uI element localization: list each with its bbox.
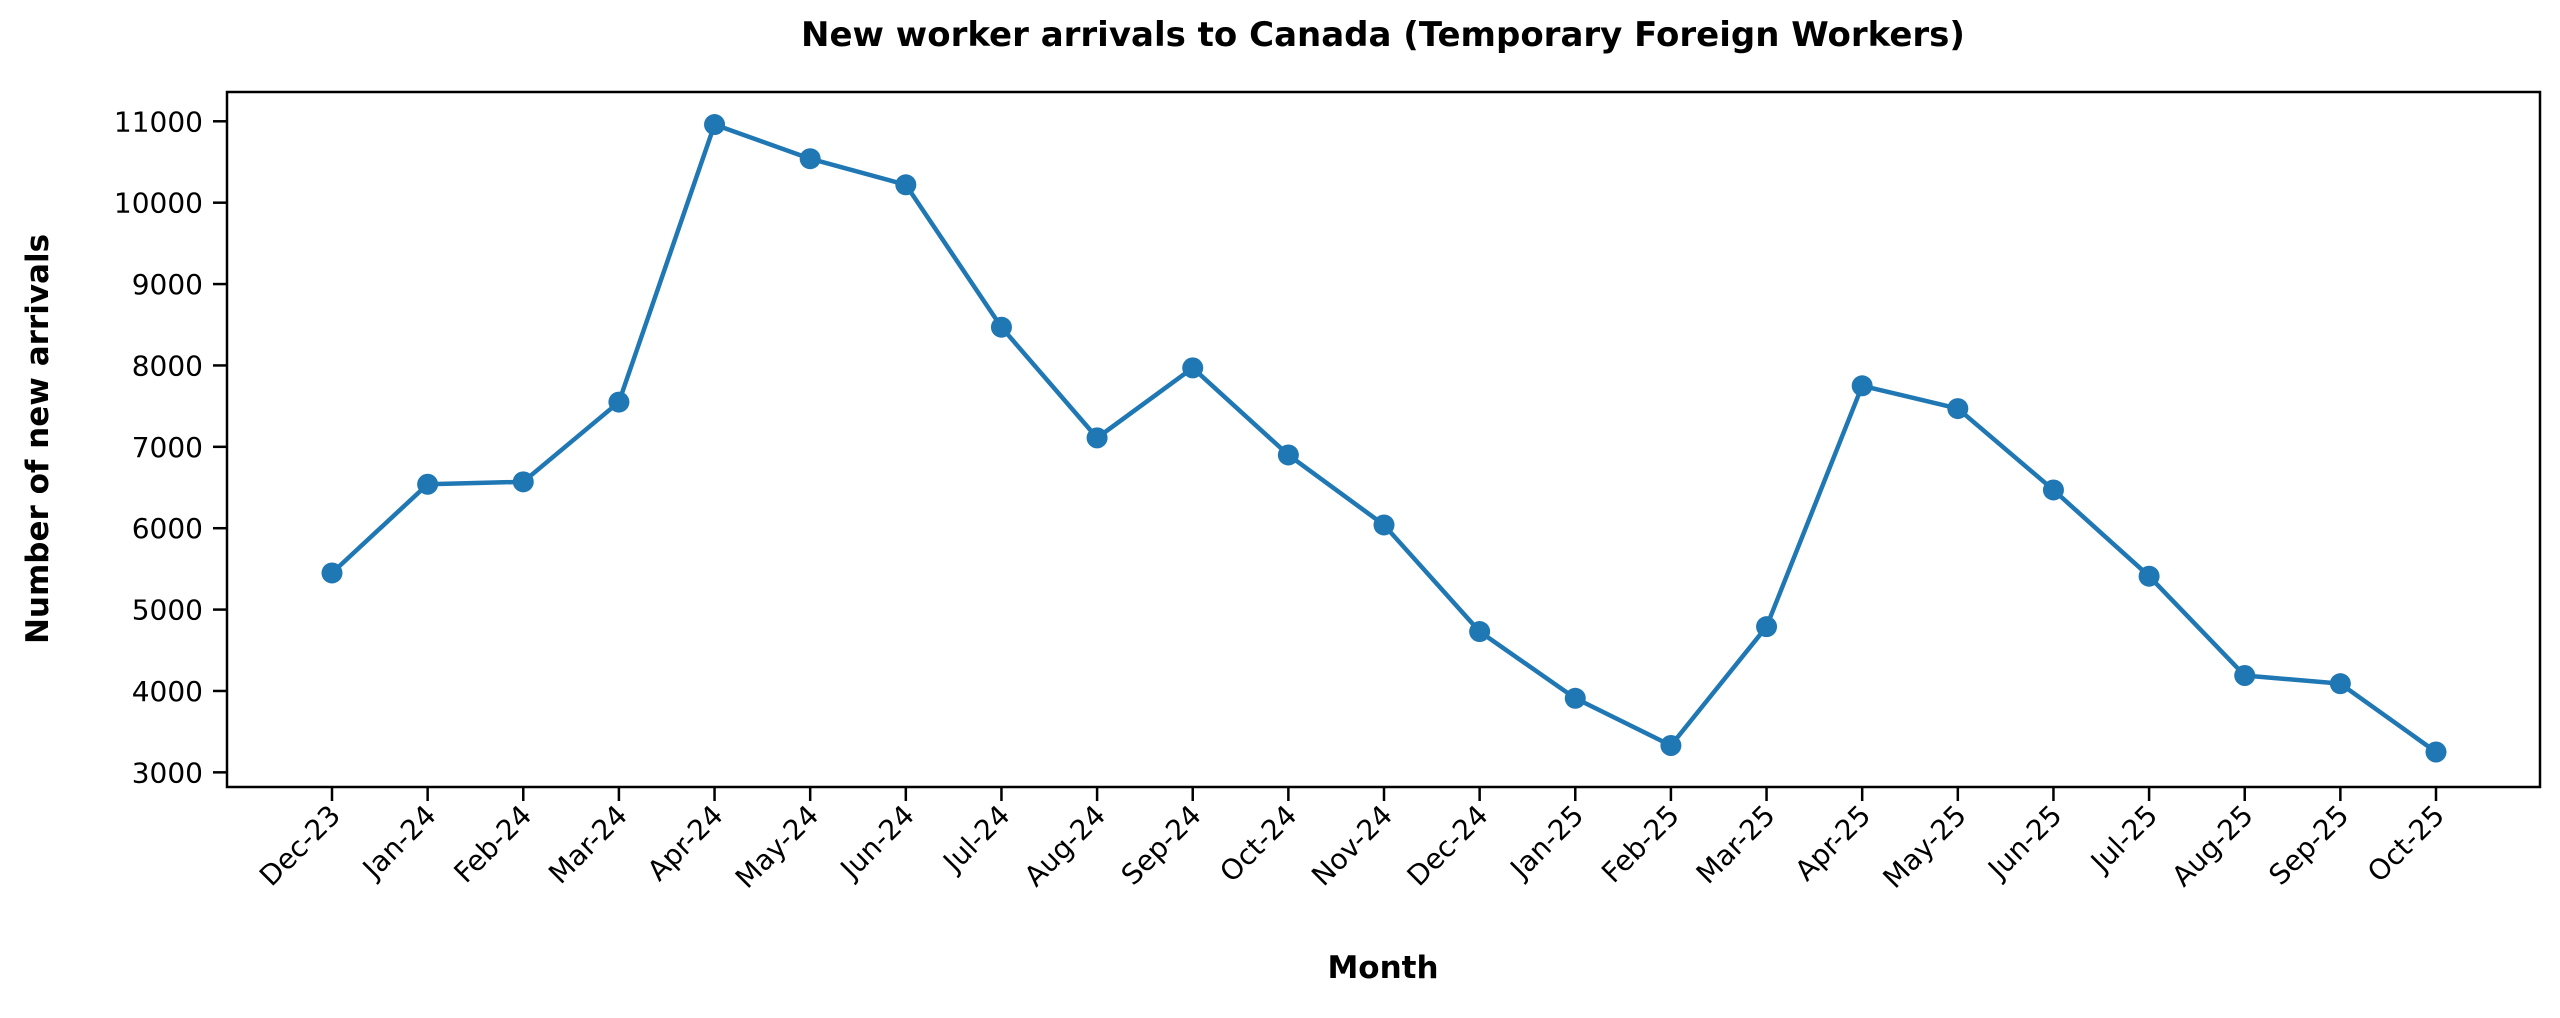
data-point bbox=[799, 148, 821, 170]
y-tick-label: 9000 bbox=[132, 268, 203, 301]
data-point bbox=[512, 471, 534, 493]
y-tick-label: 8000 bbox=[132, 349, 203, 382]
y-axis-labels: 3000 4000 5000 6000 7000 8000 9000 10000 11000 bbox=[114, 105, 203, 789]
data-point bbox=[2042, 479, 2064, 501]
data-series bbox=[321, 114, 2447, 763]
plot-area-border bbox=[225, 90, 2542, 789]
data-point bbox=[1851, 375, 1873, 397]
data-point bbox=[1373, 514, 1395, 536]
data-point bbox=[2138, 565, 2160, 587]
data-point bbox=[990, 316, 1012, 338]
data-point bbox=[2234, 665, 2256, 687]
data-point bbox=[608, 391, 630, 413]
y-tick-label: 3000 bbox=[132, 756, 203, 789]
data-point bbox=[417, 473, 439, 495]
data-point bbox=[1277, 444, 1299, 466]
x-axis-ticks bbox=[330, 787, 2438, 801]
data-point bbox=[2329, 673, 2351, 695]
data-point bbox=[1564, 687, 1586, 709]
y-axis-ticks bbox=[213, 120, 227, 774]
data-point bbox=[1660, 734, 1682, 756]
y-axis-title: Number of new arrivals bbox=[20, 234, 56, 644]
data-point bbox=[895, 174, 917, 196]
y-tick-label: 6000 bbox=[132, 512, 203, 545]
y-tick-label: 11000 bbox=[114, 105, 203, 138]
data-point bbox=[321, 562, 343, 584]
y-tick-label: 10000 bbox=[114, 187, 203, 220]
data-point bbox=[1756, 616, 1778, 638]
data-point bbox=[704, 114, 726, 136]
y-tick-label: 5000 bbox=[132, 594, 203, 627]
data-point bbox=[1086, 427, 1108, 449]
data-point bbox=[1182, 357, 1204, 379]
data-point bbox=[2425, 741, 2447, 763]
data-point bbox=[1469, 621, 1491, 643]
chart-title: New worker arrivals to Canada (Temporary… bbox=[801, 15, 1965, 55]
y-tick-label: 7000 bbox=[132, 431, 203, 464]
data-point bbox=[1947, 398, 1969, 420]
x-axis-title: Month bbox=[1327, 950, 1438, 986]
y-tick-label: 4000 bbox=[132, 675, 203, 708]
